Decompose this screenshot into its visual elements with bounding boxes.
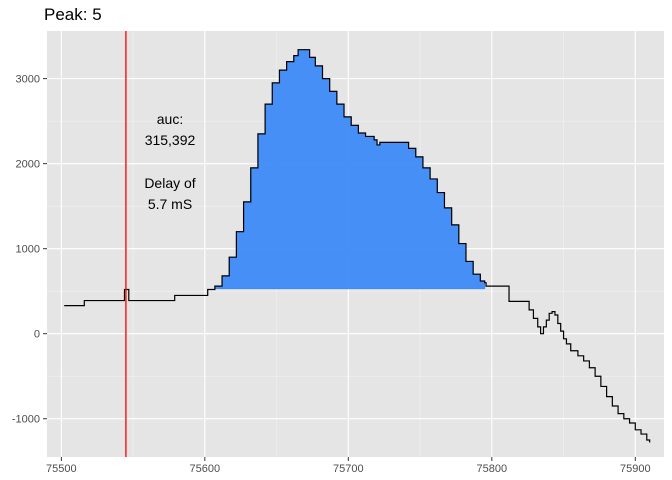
y-tick-label: 3000 <box>16 74 40 86</box>
x-tick-label: 75800 <box>477 463 508 475</box>
y-tick-label: 0 <box>34 329 40 341</box>
x-tick-label: 75900 <box>620 463 651 475</box>
axis-layer: 75500 75600 75700 75800 75900 -1000 0 1000 2000 3… <box>12 74 651 475</box>
delay-label: Delay of <box>144 175 195 191</box>
x-tick-label: 75500 <box>46 463 77 475</box>
y-tick-label: 1000 <box>16 244 40 256</box>
y-tick-label: -1000 <box>12 414 40 426</box>
auc-value: 315,392 <box>145 132 196 148</box>
chart-title: Peak: 5 <box>44 5 102 24</box>
signal-line <box>64 49 651 443</box>
delay-value: 5.7 mS <box>148 196 192 212</box>
auc-label: auc: <box>157 111 183 127</box>
series-layer <box>64 49 651 443</box>
y-tick-label: 2000 <box>16 159 40 171</box>
annotation-layer: auc: 315,392 Delay of 5.7 mS <box>144 111 195 212</box>
x-tick-label: 75700 <box>333 463 364 475</box>
x-tick-label: 75600 <box>190 463 221 475</box>
